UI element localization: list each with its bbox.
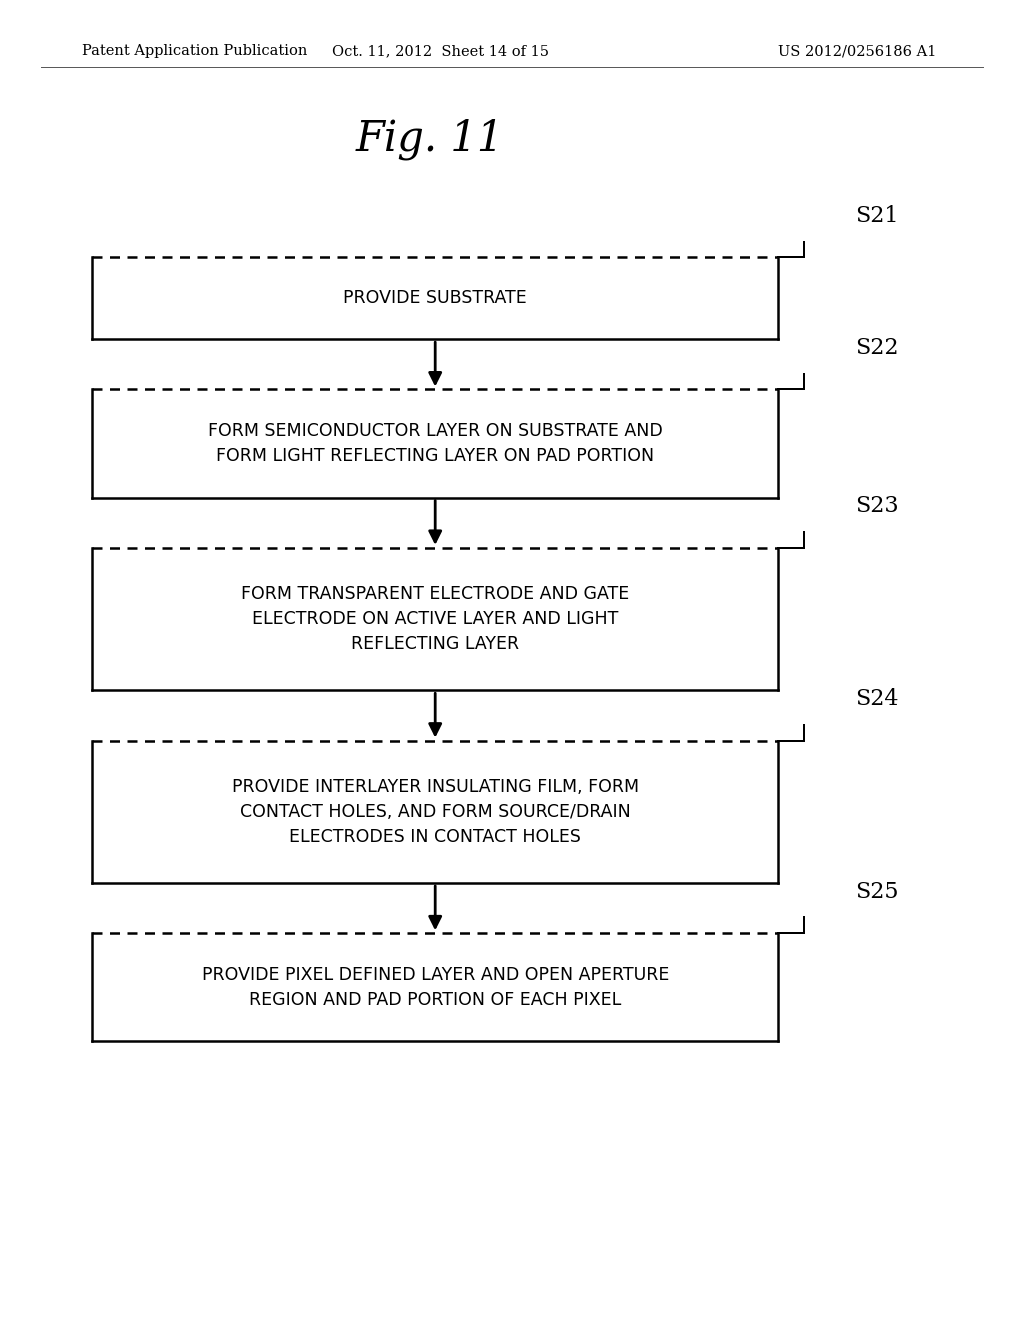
Text: FORM TRANSPARENT ELECTRODE AND GATE
ELECTRODE ON ACTIVE LAYER AND LIGHT
REFLECTI: FORM TRANSPARENT ELECTRODE AND GATE ELEC… [241, 585, 630, 653]
Text: Patent Application Publication: Patent Application Publication [82, 45, 307, 58]
Text: FORM SEMICONDUCTOR LAYER ON SUBSTRATE AND
FORM LIGHT REFLECTING LAYER ON PAD POR: FORM SEMICONDUCTOR LAYER ON SUBSTRATE AN… [208, 422, 663, 465]
Text: PROVIDE SUBSTRATE: PROVIDE SUBSTRATE [343, 289, 527, 308]
Bar [92, 933, 778, 1041]
Text: S23: S23 [855, 495, 899, 517]
Text: Oct. 11, 2012  Sheet 14 of 15: Oct. 11, 2012 Sheet 14 of 15 [332, 45, 549, 58]
Text: Fig. 11: Fig. 11 [356, 117, 504, 160]
Bar [92, 548, 778, 690]
Bar [92, 257, 778, 339]
Text: PROVIDE PIXEL DEFINED LAYER AND OPEN APERTURE
REGION AND PAD PORTION OF EACH PIX: PROVIDE PIXEL DEFINED LAYER AND OPEN APE… [202, 966, 669, 1008]
Text: S21: S21 [855, 205, 898, 227]
Bar [92, 389, 778, 498]
Text: S22: S22 [855, 337, 898, 359]
Bar [92, 741, 778, 883]
Text: S24: S24 [855, 688, 898, 710]
Text: S25: S25 [855, 880, 898, 903]
Text: US 2012/0256186 A1: US 2012/0256186 A1 [778, 45, 937, 58]
Text: PROVIDE INTERLAYER INSULATING FILM, FORM
CONTACT HOLES, AND FORM SOURCE/DRAIN
EL: PROVIDE INTERLAYER INSULATING FILM, FORM… [231, 777, 639, 846]
